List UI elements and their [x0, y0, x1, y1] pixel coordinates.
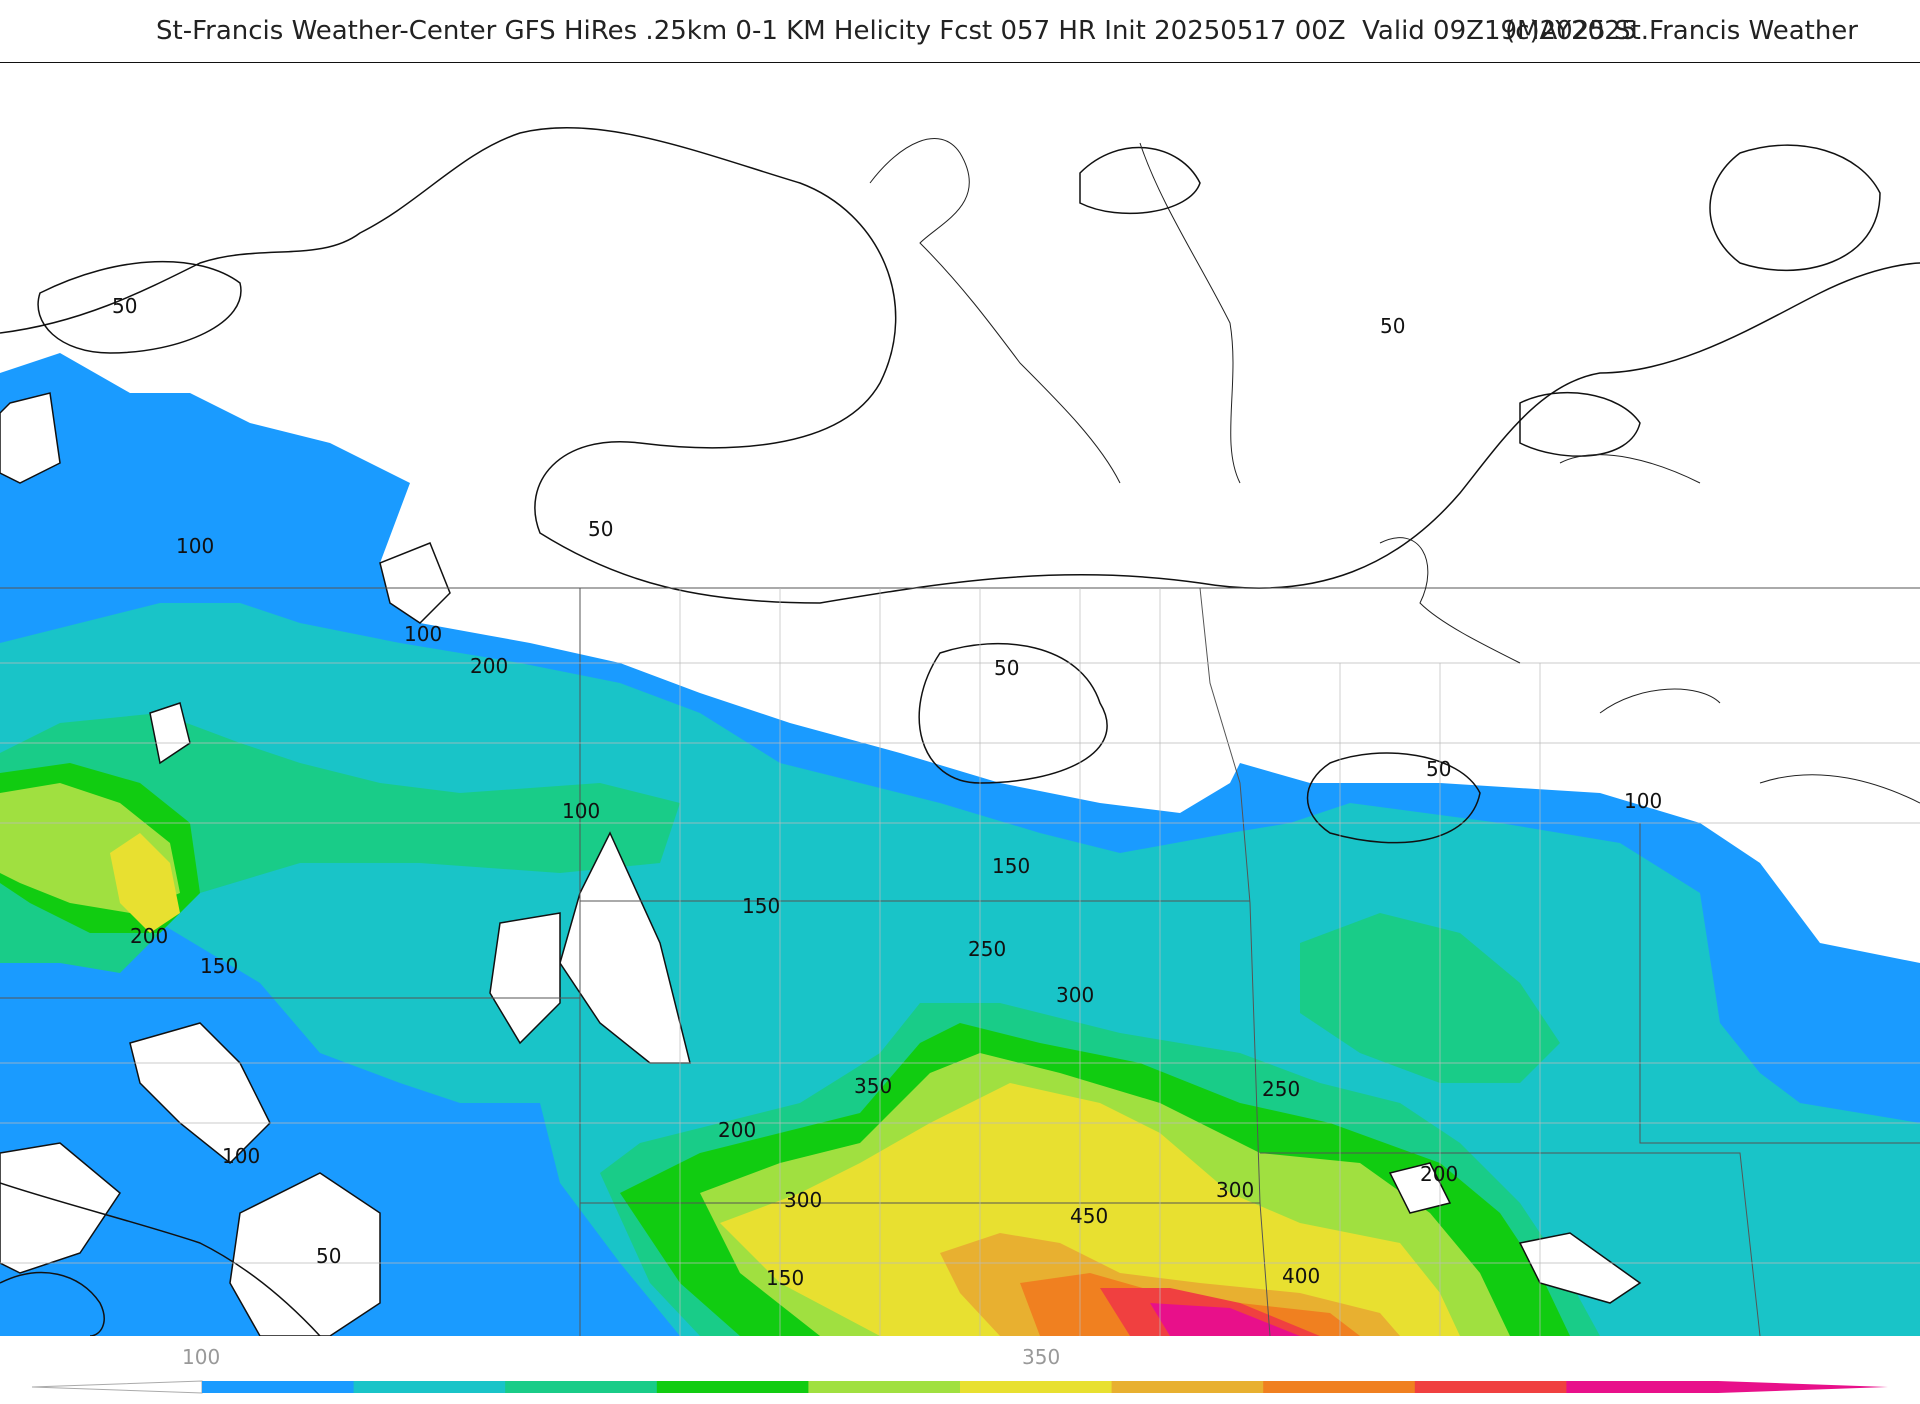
colorbar-right-arrow	[1718, 1381, 1888, 1393]
colorbar-segments	[202, 1381, 1719, 1393]
label-100-b: 100	[404, 622, 442, 646]
label-50-e: 50	[1426, 757, 1451, 781]
contour-100-sw	[0, 1271, 105, 1337]
label-200-d: 200	[1420, 1162, 1458, 1186]
label-150-b: 150	[742, 894, 780, 918]
label-250-b: 250	[1262, 1077, 1300, 1101]
label-450-a: 450	[1070, 1204, 1108, 1228]
fill-350-se	[720, 1083, 1460, 1336]
title-text: St-Francis Weather-Center GFS HiRes .25k…	[156, 16, 1638, 46]
contour-50-central	[918, 642, 1108, 784]
label-50-a: 50	[112, 294, 137, 318]
coastlines-lakes	[869, 138, 1920, 804]
colorbar-tick-100: 100	[182, 1345, 220, 1369]
label-150-c: 150	[992, 854, 1030, 878]
colorbar-canvas: 100 350	[31, 1345, 1888, 1394]
contour-50-top	[1079, 146, 1201, 215]
contour-50-east	[1306, 752, 1481, 844]
colorbar-segment	[505, 1381, 658, 1393]
label-400-a: 400	[1282, 1264, 1320, 1288]
map-title: St-Francis Weather-Center GFS HiRes .25k…	[0, 16, 1920, 56]
contour-50-ne2	[1709, 144, 1881, 272]
fill-350-nw	[110, 833, 180, 933]
contour-lines	[0, 126, 1920, 1337]
label-300-b: 300	[784, 1188, 822, 1212]
colorbar-segment	[353, 1381, 506, 1393]
helicity-fill-350	[110, 833, 1460, 1336]
contour-100-south	[0, 1182, 321, 1337]
helicity-map: 50 50 50 50 50 50 100 100 100 100 100 15…	[0, 62, 1920, 1337]
county-lines	[0, 588, 1920, 1336]
colorbar-segment	[960, 1381, 1113, 1393]
colorbar-left-arrow	[31, 1380, 203, 1394]
colorbar-segment	[202, 1381, 355, 1393]
copyright-text: (c)2025 St.Francis Weather	[1505, 16, 1858, 46]
label-100-d: 100	[1624, 789, 1662, 813]
label-100-a: 100	[176, 534, 214, 558]
label-150-d: 150	[766, 1266, 804, 1290]
label-50-b: 50	[588, 517, 613, 541]
label-50-d: 50	[1380, 314, 1405, 338]
state-boundaries	[0, 587, 1920, 1337]
label-50-f: 50	[316, 1244, 341, 1268]
contour-labels: 50 50 50 50 50 50 100 100 100 100 100 15…	[112, 294, 1662, 1290]
colorbar-segment	[656, 1381, 809, 1393]
fill-550-se	[1150, 1303, 1300, 1336]
colorbar-tick-350: 350	[1022, 1345, 1060, 1369]
colorbar-segment	[1263, 1381, 1416, 1393]
label-200-c: 200	[718, 1118, 756, 1142]
low-helicity-holes	[0, 392, 1642, 1337]
colorbar: 100 350	[0, 1340, 1920, 1400]
map-canvas: 50 50 50 50 50 50 100 100 100 100 100 15…	[0, 126, 1920, 1337]
contour-50-nw	[37, 260, 242, 354]
label-200-b: 200	[130, 924, 168, 948]
helicity-fill-550	[1150, 1303, 1300, 1336]
colorbar-segment	[1414, 1381, 1567, 1393]
label-50-c: 50	[994, 656, 1019, 680]
label-100-e: 100	[222, 1144, 260, 1168]
label-150-a: 150	[200, 954, 238, 978]
label-350-a: 350	[854, 1074, 892, 1098]
label-200-a: 200	[470, 654, 508, 678]
colorbar-segment	[1566, 1381, 1719, 1393]
fill-200-east	[1300, 913, 1560, 1083]
label-100-c: 100	[562, 799, 600, 823]
label-250-a: 250	[968, 937, 1006, 961]
colorbar-segment	[808, 1381, 961, 1393]
contour-50-north	[0, 126, 1920, 604]
label-300-c: 300	[1216, 1178, 1254, 1202]
colorbar-segment	[1111, 1381, 1264, 1393]
contour-50-ne	[1519, 391, 1641, 457]
label-300-a: 300	[1056, 983, 1094, 1007]
